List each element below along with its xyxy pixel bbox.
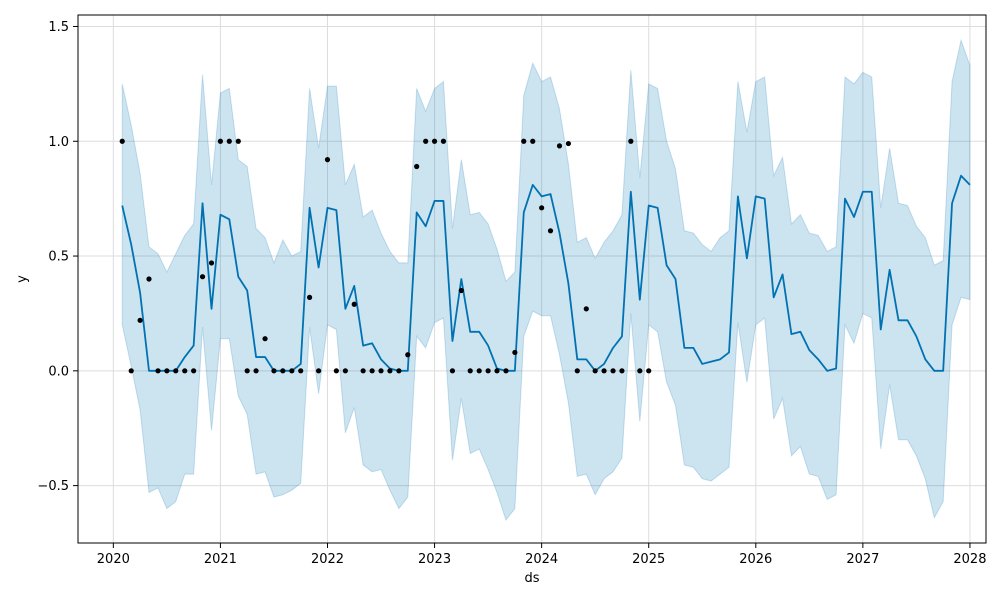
observed-point [146, 276, 152, 282]
plot-area-frame [77, 14, 987, 544]
observed-point [137, 317, 143, 323]
observed-point [405, 352, 411, 358]
observed-point [173, 368, 179, 374]
observed-point [494, 368, 500, 374]
observed-point [289, 368, 295, 374]
observed-point [253, 368, 259, 374]
observed-point [467, 368, 473, 374]
x-tick-label: 2027 [846, 552, 879, 567]
observed-point [458, 287, 464, 294]
observed-point [369, 368, 375, 374]
observed-point [378, 368, 384, 374]
x-axis-ticks: 2020 2021 2022 2023 2024 2025 2026 2027 2028 [97, 543, 986, 567]
observed-point [423, 138, 429, 144]
y-tick-label: 0.0 [48, 364, 69, 379]
observed-point [128, 368, 134, 374]
observed-point [521, 138, 527, 144]
observed-series [119, 138, 652, 374]
observed-point [646, 368, 652, 374]
observed-point [182, 368, 188, 374]
observed-point [503, 368, 509, 374]
observed-point [324, 157, 331, 163]
y-tick-label: 0.5 [48, 250, 69, 265]
observed-point [565, 140, 572, 147]
observed-point [449, 368, 456, 374]
x-tick-label: 2026 [739, 552, 772, 567]
observed-point [333, 368, 339, 374]
x-tick-label: 2025 [632, 552, 665, 567]
observed-point [592, 368, 598, 374]
observed-point [262, 336, 268, 342]
observed-point [226, 138, 232, 144]
observed-point [164, 368, 170, 374]
forecast-line [121, 174, 971, 372]
observed-point [360, 368, 366, 374]
observed-point [637, 368, 643, 374]
observed-point [208, 260, 215, 266]
x-tick-label: 2028 [953, 552, 986, 567]
observed-point [396, 368, 402, 374]
observed-point [351, 301, 357, 307]
observed-point [119, 138, 125, 144]
y-axis-label: y [15, 275, 30, 283]
observed-point [271, 368, 277, 374]
observed-point [280, 368, 286, 374]
y-tick-label: 1.5 [48, 20, 69, 35]
uncertainty-band-area [121, 38, 971, 522]
observed-point [342, 368, 348, 374]
observed-point [199, 274, 206, 280]
observed-point [191, 368, 197, 374]
observed-point [235, 138, 241, 144]
observed-point [387, 368, 393, 374]
observed-point [244, 368, 250, 374]
observed-point [485, 368, 491, 374]
y-axis-ticks: −0.5 0.0 0.5 1.0 1.5 [37, 20, 78, 494]
observed-point [476, 368, 482, 374]
observed-point [316, 368, 322, 374]
observed-point [217, 138, 224, 144]
observed-point [414, 163, 420, 170]
x-tick-label: 2020 [97, 552, 130, 567]
x-axis-label: ds [524, 571, 539, 586]
y-tick-label: −0.5 [37, 479, 69, 494]
x-tick-label: 2023 [418, 552, 451, 567]
x-tick-label: 2021 [204, 552, 237, 567]
observed-point [601, 368, 607, 374]
observed-point [574, 368, 580, 374]
observed-point [628, 138, 634, 144]
observed-point [298, 368, 304, 374]
observed-point [583, 306, 589, 312]
forecast-series [121, 174, 971, 372]
observed-point [155, 368, 161, 374]
observed-point [512, 349, 518, 356]
observed-point [556, 143, 563, 149]
observed-point [530, 138, 536, 144]
observed-point [539, 205, 545, 211]
uncertainty-band [121, 38, 971, 522]
x-tick-label: 2024 [525, 552, 558, 567]
observed-point [307, 294, 313, 300]
observed-point [440, 138, 447, 144]
observed-point [547, 228, 554, 234]
y-tick-label: 1.0 [48, 135, 69, 150]
x-tick-label: 2022 [311, 552, 344, 567]
observed-point [619, 368, 625, 374]
observed-point [431, 138, 438, 144]
observed-point [610, 368, 616, 374]
